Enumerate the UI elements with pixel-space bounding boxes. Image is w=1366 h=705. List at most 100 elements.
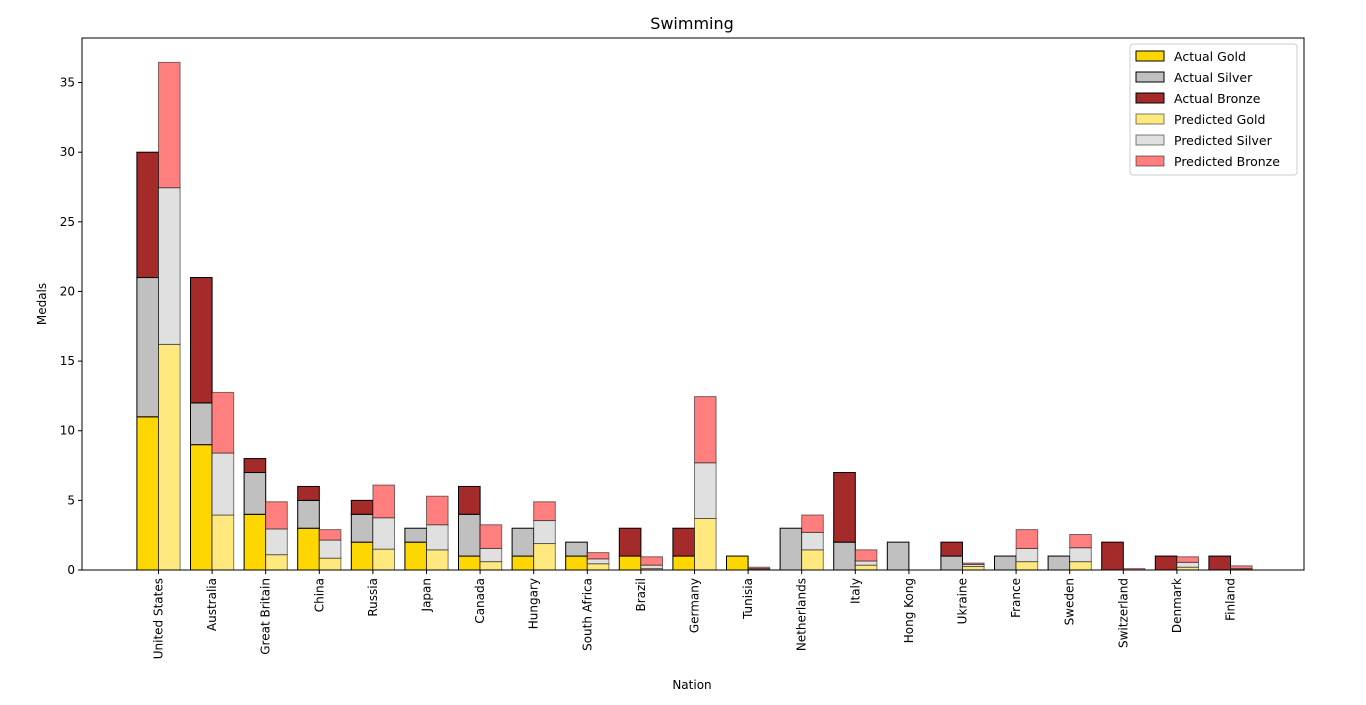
bar-actual-silver-australia — [190, 402, 213, 446]
bar-predicted-silver-australia — [211, 452, 235, 516]
bar-predicted-bronze-south-africa — [586, 552, 610, 560]
x-tick-label-switzerland: Switzerland — [1116, 578, 1130, 648]
bar-predicted-bronze-china — [318, 529, 342, 541]
bar-predicted-gold-united-states — [158, 343, 181, 571]
x-tick-label-brazil: Brazil — [634, 578, 648, 612]
bar-predicted-bronze-tunisia — [747, 566, 771, 570]
y-tick-label-5: 5 — [67, 493, 75, 507]
bar-actual-bronze-brazil — [618, 527, 642, 557]
bar-predicted-gold-italy — [854, 564, 878, 571]
bar-predicted-gold-china — [318, 557, 342, 571]
bar-actual-silver-russia — [350, 513, 374, 543]
bar-actual-silver-sweden — [1047, 555, 1071, 571]
plot-frame — [81, 37, 1305, 571]
bar-actual-gold-russia — [350, 541, 374, 571]
x-tick-label-italy: Italy — [848, 578, 862, 604]
bar-predicted-bronze-great-britain — [265, 501, 288, 530]
bar-actual-silver-united-states — [136, 277, 159, 418]
bar-actual-silver-japan — [404, 527, 427, 543]
y-tick-label-0: 0 — [67, 563, 75, 577]
bar-predicted-gold-germany — [694, 517, 717, 571]
bar-predicted-bronze-italy — [854, 549, 878, 562]
bar-predicted-bronze-hungary — [533, 501, 556, 522]
legend-label-predicted-bronze: Predicted Bronze — [1174, 154, 1280, 169]
legend-label-actual-silver: Actual Silver — [1174, 70, 1253, 85]
bar-predicted-gold-canada — [479, 561, 503, 571]
x-axis-title: Nation — [672, 678, 711, 692]
bar-actual-bronze-italy — [833, 472, 856, 543]
bar-predicted-bronze-united-states — [158, 61, 181, 189]
x-tick-label-japan: Japan — [420, 578, 434, 612]
bar-actual-silver-france — [994, 555, 1017, 571]
legend-swatch-actual-bronze — [1135, 92, 1165, 104]
legend: Actual Gold Actual Silver Actual Bronze Pre… — [1129, 43, 1298, 176]
bar-actual-silver-china — [297, 499, 320, 529]
bar-actual-gold-china — [297, 527, 320, 571]
bar-actual-gold-great-britain — [243, 513, 267, 571]
bar-actual-silver-hungary — [511, 527, 535, 557]
bar-actual-silver-great-britain — [243, 472, 267, 515]
x-tick-label-canada: Canada — [473, 578, 487, 624]
bar-predicted-bronze-canada — [479, 524, 503, 549]
bar-actual-gold-brazil — [618, 555, 642, 571]
bar-actual-gold-united-states — [136, 416, 159, 571]
bar-predicted-silver-russia — [372, 517, 395, 550]
x-tick-label-germany: Germany — [688, 578, 702, 633]
bar-predicted-gold-japan — [426, 549, 449, 571]
bar-predicted-bronze-australia — [211, 391, 235, 454]
bar-predicted-gold-australia — [211, 514, 235, 571]
bar-predicted-bronze-netherlands — [801, 514, 824, 533]
x-tick-label-australia: Australia — [205, 578, 219, 631]
bar-predicted-bronze-germany — [694, 396, 717, 464]
bar-predicted-gold-netherlands — [801, 549, 824, 571]
bar-actual-bronze-germany — [672, 527, 696, 557]
legend-label-predicted-gold: Predicted Gold — [1174, 112, 1265, 127]
bar-predicted-silver-italy — [854, 560, 878, 566]
y-tick-label-35: 35 — [60, 76, 75, 90]
legend-swatch-actual-gold — [1135, 50, 1165, 62]
bar-predicted-bronze-sweden — [1069, 533, 1092, 549]
bar-predicted-silver-canada — [479, 547, 503, 563]
bar-predicted-bronze-brazil — [640, 556, 664, 566]
bar-actual-bronze-australia — [190, 277, 213, 404]
x-tick-label-hungary: Hungary — [527, 578, 541, 629]
bar-predicted-silver-france — [1015, 547, 1039, 563]
bar-predicted-silver-germany — [694, 462, 717, 519]
y-axis: 0 5 10 15 20 25 30 35 — [60, 76, 82, 577]
legend-box — [1129, 43, 1298, 176]
bar-predicted-gold-great-britain — [265, 554, 288, 571]
x-tick-label-denmark: Denmark — [1170, 578, 1184, 633]
x-tick-label-great-britain: Great Britain — [259, 578, 273, 655]
x-tick-label-russia: Russia — [366, 578, 380, 617]
bar-actual-bronze-finland — [1208, 555, 1232, 571]
bar-actual-silver-italy — [833, 541, 856, 571]
y-tick-label-15: 15 — [60, 354, 75, 368]
legend-label-actual-bronze: Actual Bronze — [1174, 91, 1261, 106]
bar-predicted-bronze-france — [1015, 529, 1039, 549]
y-tick-label-10: 10 — [60, 424, 75, 438]
x-tick-label-south-africa: South Africa — [580, 578, 594, 651]
bar-actual-silver-netherlands — [779, 527, 803, 571]
bar-actual-gold-japan — [404, 541, 427, 571]
bar-predicted-silver-sweden — [1069, 547, 1092, 563]
bar-actual-bronze-switzerland — [1101, 541, 1124, 571]
bar-predicted-gold-sweden — [1069, 561, 1092, 571]
bar-predicted-bronze-finland — [1230, 565, 1253, 570]
x-tick-label-netherlands: Netherlands — [795, 578, 809, 651]
bar-predicted-silver-south-africa — [586, 558, 610, 565]
bar-predicted-bronze-denmark — [1176, 556, 1200, 563]
bar-actual-silver-south-africa — [565, 541, 588, 557]
y-tick-label-20: 20 — [60, 284, 75, 298]
bar-actual-silver-ukraine — [940, 555, 964, 571]
x-tick-label-china: China — [312, 578, 326, 612]
bar-predicted-gold-france — [1015, 561, 1039, 571]
bar-actual-bronze-united-states — [136, 151, 159, 279]
x-tick-label-france: France — [1009, 578, 1023, 618]
bar-actual-bronze-denmark — [1154, 555, 1178, 571]
bar-actual-gold-south-africa — [565, 555, 588, 571]
bar-predicted-bronze-russia — [372, 484, 395, 519]
bar-predicted-gold-russia — [372, 548, 395, 571]
y-tick-label-25: 25 — [60, 215, 75, 229]
bar-predicted-silver-hungary — [533, 520, 556, 545]
